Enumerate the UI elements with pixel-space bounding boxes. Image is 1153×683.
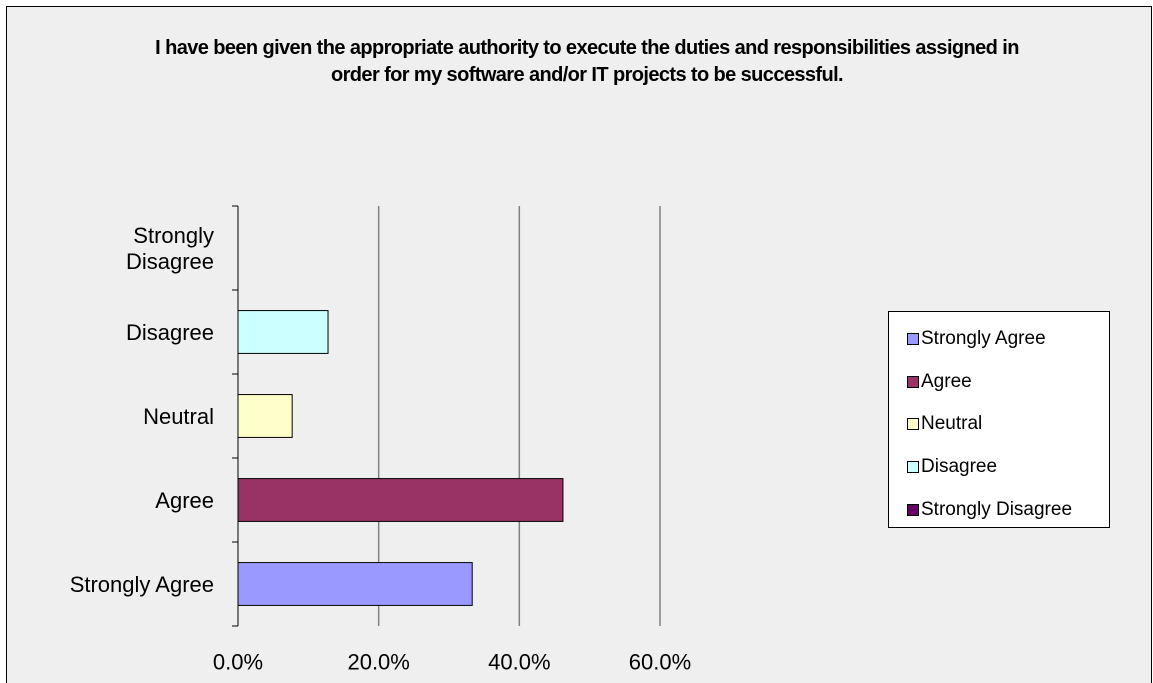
legend-label: Disagree: [921, 456, 998, 478]
legend-item-neutral: Neutral: [889, 403, 1109, 446]
legend-swatch: [907, 333, 919, 346]
gridlines: [377, 206, 661, 626]
legend-swatch: [907, 375, 919, 388]
legend-label: Agree: [921, 370, 972, 392]
legend-label: Strongly Agree: [921, 328, 1046, 350]
category-label-strongly-disagree: Strongly Disagree: [126, 223, 214, 274]
legend-swatch: [907, 461, 919, 474]
category-label-agree: Agree: [155, 488, 214, 513]
legend-label: Strongly Disagree: [921, 498, 1073, 520]
legend-label: Neutral: [921, 413, 983, 435]
x-tick-label-0: 0.0%: [213, 650, 263, 675]
bar-neutral: [237, 394, 293, 438]
legend-item-disagree: Disagree: [889, 446, 1109, 489]
legend-item-strongly-agree: Strongly Agree: [889, 318, 1109, 361]
legend: Strongly Agree Agree Neutral Disagree Strong…: [888, 311, 1110, 528]
legend-item-strongly-disagree: Strongly Disagree: [889, 488, 1109, 531]
category-label-strongly-agree: Strongly Agree: [70, 572, 214, 597]
chart-title: I have been given the appropriate author…: [155, 37, 1019, 86]
x-tick-label-1: 20.0%: [347, 650, 409, 675]
x-tick-label-2: 40.0%: [488, 650, 550, 675]
bar-agree: [237, 478, 564, 522]
legend-item-agree: Agree: [889, 361, 1109, 404]
x-tick-labels: 0.0% 20.0% 40.0% 60.0%: [213, 650, 691, 675]
bar-strongly-agree: [237, 562, 473, 606]
category-label-disagree: Disagree: [126, 320, 214, 345]
legend-swatch: [907, 418, 919, 431]
axes: [232, 205, 239, 627]
category-labels: Strongly Agree Agree Neutral Disagree Strong…: [70, 223, 214, 597]
category-label-neutral: Neutral: [143, 404, 214, 429]
bars: [237, 310, 564, 606]
x-tick-label-3: 60.0%: [629, 650, 691, 675]
bar-disagree: [237, 310, 329, 354]
legend-swatch: [907, 503, 919, 516]
